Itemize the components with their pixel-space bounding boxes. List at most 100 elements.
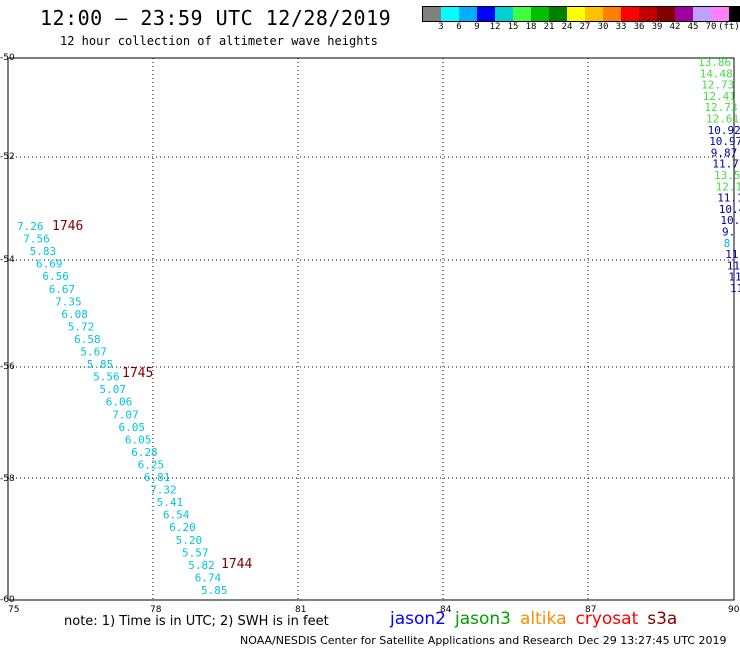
wave-height-label: 14.48 (700, 67, 733, 80)
legend-label: 24 (561, 22, 573, 32)
wave-height-label: 12.1 (716, 180, 740, 193)
legend-label: 33 (615, 22, 627, 32)
legend-label: 18 (525, 22, 537, 32)
satellite-legend-altika: altika (520, 609, 567, 629)
wave-height-label: 6.05 (119, 421, 146, 434)
legend-label: 3 (438, 22, 444, 32)
wave-height-label: 9. (722, 226, 735, 239)
wave-height-label: 6.81 (144, 471, 171, 484)
wave-height-label: 7.26 (17, 220, 44, 233)
wave-height-label: 5.83 (30, 245, 57, 258)
wave-height-label: 5.67 (80, 346, 107, 359)
wave-height-label: 6.69 (36, 258, 63, 271)
legend-swatch (459, 7, 477, 21)
wave-height-label: 7.56 (23, 233, 50, 246)
wave-height-label: 6.28 (131, 446, 158, 459)
wave-height-label: 6.74 (195, 571, 222, 584)
legend-swatch (603, 7, 621, 21)
x-tick-label: 90 (728, 605, 740, 615)
legend-swatch (513, 7, 531, 21)
wave-height-label: 5.20 (176, 534, 203, 547)
legend-label: 21 (543, 22, 555, 32)
wave-height-label: 11.77 (712, 158, 740, 171)
legend-label: 42 (669, 22, 681, 32)
legend-label: 9 (474, 22, 480, 32)
wave-height-label: 5.72 (68, 320, 95, 333)
y-tick-label: -50 (0, 53, 15, 63)
legend-label: 39 (651, 22, 663, 32)
footer-timestamp: Dec 29 13:27:45 UTC 2019 (578, 634, 727, 647)
legend-swatch (729, 7, 740, 21)
wave-height-label: 5.41 (157, 496, 184, 509)
wave-height-label: 7.35 (55, 295, 82, 308)
wave-height-label: 12.73 (701, 79, 734, 92)
legend-swatch (423, 7, 441, 21)
legend-label: 27 (579, 22, 591, 32)
footer-note: note: 1) Time is in UTC; 2) SWH is in fe… (64, 614, 329, 629)
wave-height-label: 13.86 (698, 56, 731, 69)
satellite-legend-jason2: jason2 (390, 609, 446, 629)
x-tick-label: 81 (295, 605, 306, 615)
wave-height-label: 12.41 (703, 90, 736, 103)
legend-swatch (711, 7, 729, 21)
wave-height-label: 5.82 (188, 559, 215, 572)
legend-swatch (639, 7, 657, 21)
legend-label: 45 (687, 22, 699, 32)
wave-height-label: 10.92 (708, 124, 740, 137)
legend-swatch (441, 7, 459, 21)
wave-height-label: 7.32 (150, 484, 177, 497)
wave-height-label: 11.1 (717, 192, 740, 205)
x-tick-label: 84 (440, 605, 452, 615)
legend-label: 30 (597, 22, 609, 32)
wave-height-label: 6.58 (74, 333, 101, 346)
wave-height-label: 10.5 (720, 214, 740, 227)
wave-height-label: 6.20 (169, 521, 196, 534)
legend-swatch (693, 7, 711, 21)
wave-height-label: 9.87 (711, 146, 738, 159)
map-subtitle: 12 hour collection of altimeter wave hei… (60, 34, 378, 48)
wave-height-label: 6.08 (61, 308, 88, 321)
wave-height-label: 5.57 (182, 546, 209, 559)
legend-swatch (657, 7, 675, 21)
wave-height-label: 13.50 (714, 169, 740, 182)
y-tick-label: -60 (0, 595, 15, 605)
wave-height-label: 8. (724, 237, 737, 250)
legend-label: 6 (456, 22, 462, 32)
wave-height-label: 11 (730, 282, 740, 295)
wave-height-label: 6.06 (106, 396, 133, 409)
wave-height-label: 10.97 (709, 135, 740, 148)
track-time-label: 1746 (52, 219, 83, 234)
satellite-legend-s3a: s3a (647, 609, 678, 629)
satellite-legend-cryosat: cryosat (575, 609, 639, 629)
wave-height-label: 5.85 (87, 358, 114, 371)
legend-swatch (477, 7, 495, 21)
wave-height-label: 6.56 (42, 270, 69, 283)
footer-organization: NOAA/NESDIS Center for Satellite Applica… (240, 634, 574, 647)
x-tick-label: 78 (150, 605, 162, 615)
legend-swatch (567, 7, 585, 21)
y-tick-label: -54 (0, 255, 15, 265)
satellite-legend: jason2 jason3 altika cryosat s3a (390, 609, 686, 629)
wave-height-label: 12.61 (706, 113, 739, 126)
satellite-legend-jason3: jason3 (455, 609, 511, 629)
legend-label: 15 (507, 22, 519, 32)
wave-height-label: 6.25 (138, 459, 165, 472)
x-tick-label: 75 (8, 605, 19, 615)
legend-label: (ft) (718, 22, 740, 32)
legend-label: 36 (633, 22, 645, 32)
wave-height-label: 11 (728, 271, 740, 284)
legend-swatch (495, 7, 513, 21)
track-time-label: 1744 (221, 557, 252, 572)
legend-swatch (531, 7, 549, 21)
map-title: 12:00 — 23:59 UTC 12/28/2019 (40, 6, 392, 30)
legend-swatch (549, 7, 567, 21)
y-tick-label: -56 (0, 362, 15, 372)
x-tick-label: 87 (585, 605, 596, 615)
wave-height-label: 6.67 (49, 283, 75, 296)
wave-height-label: 5.56 (93, 371, 120, 384)
wave-height-label: 11 (725, 248, 738, 261)
wave-height-label: 5.07 (100, 383, 127, 396)
wave-height-label: 7.07 (112, 408, 139, 421)
legend-swatch (585, 7, 603, 21)
